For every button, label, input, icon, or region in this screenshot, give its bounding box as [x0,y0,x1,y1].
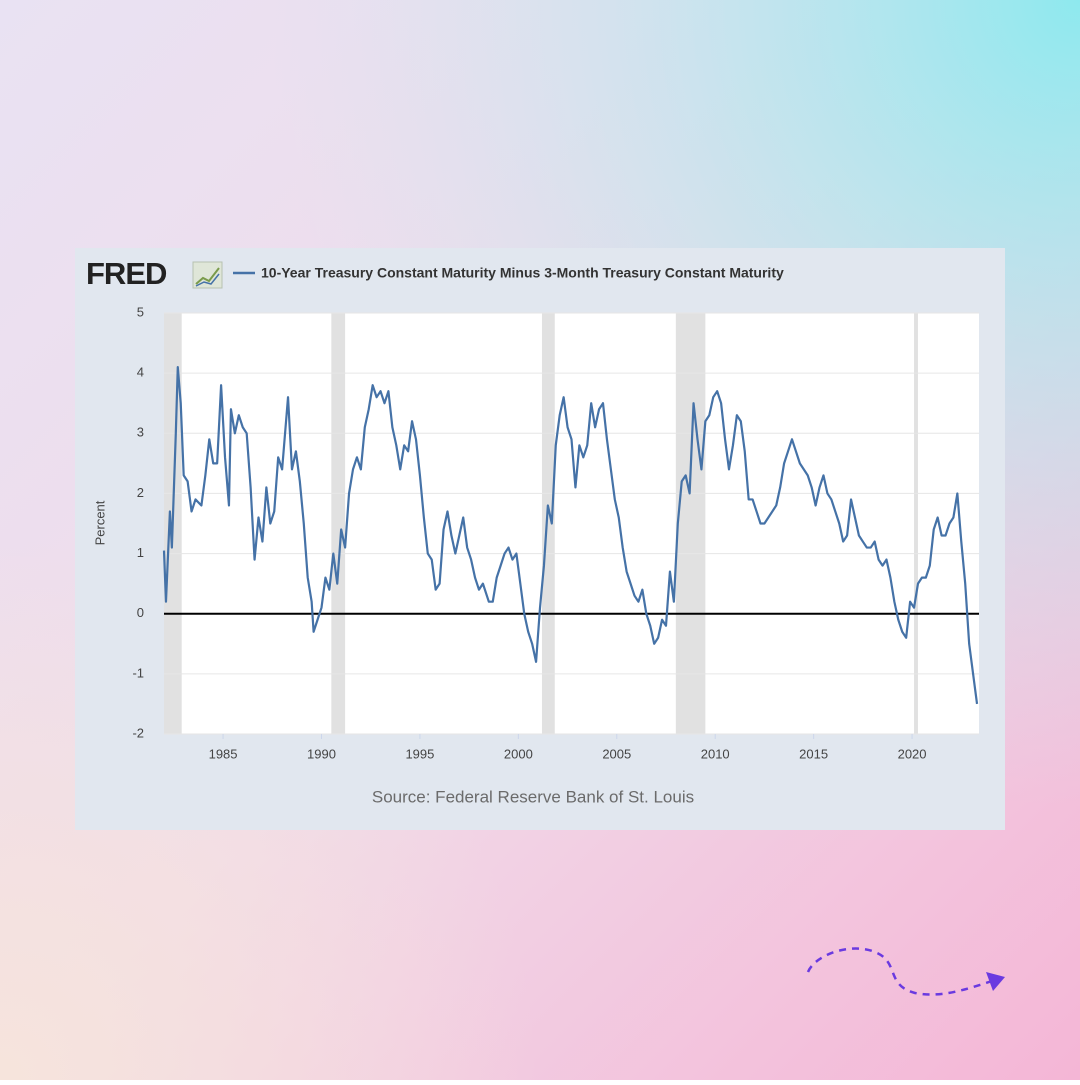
y-tick-label: 2 [137,485,144,500]
decorative-arrow-head [986,972,1005,991]
x-tick-label: 1985 [209,746,238,761]
x-tick-label: 1995 [405,746,434,761]
recession-band [541,313,555,734]
y-tick-label: 4 [137,365,144,380]
y-tick-label: 5 [137,304,144,319]
x-tick-label: 2010 [701,746,730,761]
legend-label: 10-Year Treasury Constant Maturity Minus… [261,265,784,281]
logo-icon [192,261,223,289]
plot-area [164,313,979,734]
decorative-arrow [806,947,996,996]
recession-band [331,313,346,734]
source-note: Source: Federal Reserve Bank of St. Loui… [372,787,694,806]
y-tick-label: -2 [132,725,144,740]
y-tick-label: 1 [137,545,144,560]
recession-band [675,313,706,734]
series-line [162,366,979,705]
x-tick-label: 2000 [504,746,533,761]
y-axis-label: Percent [92,500,107,545]
recession-band [914,313,918,734]
x-tick-label: 2020 [898,746,927,761]
x-tick-label: 2005 [602,746,631,761]
y-tick-label: -1 [132,665,144,680]
y-tick-label: 3 [137,425,144,440]
y-tick-label: 0 [137,605,144,620]
logo: FRED [86,256,167,291]
x-tick-label: 1990 [307,746,336,761]
x-tick-label: 2015 [799,746,828,761]
